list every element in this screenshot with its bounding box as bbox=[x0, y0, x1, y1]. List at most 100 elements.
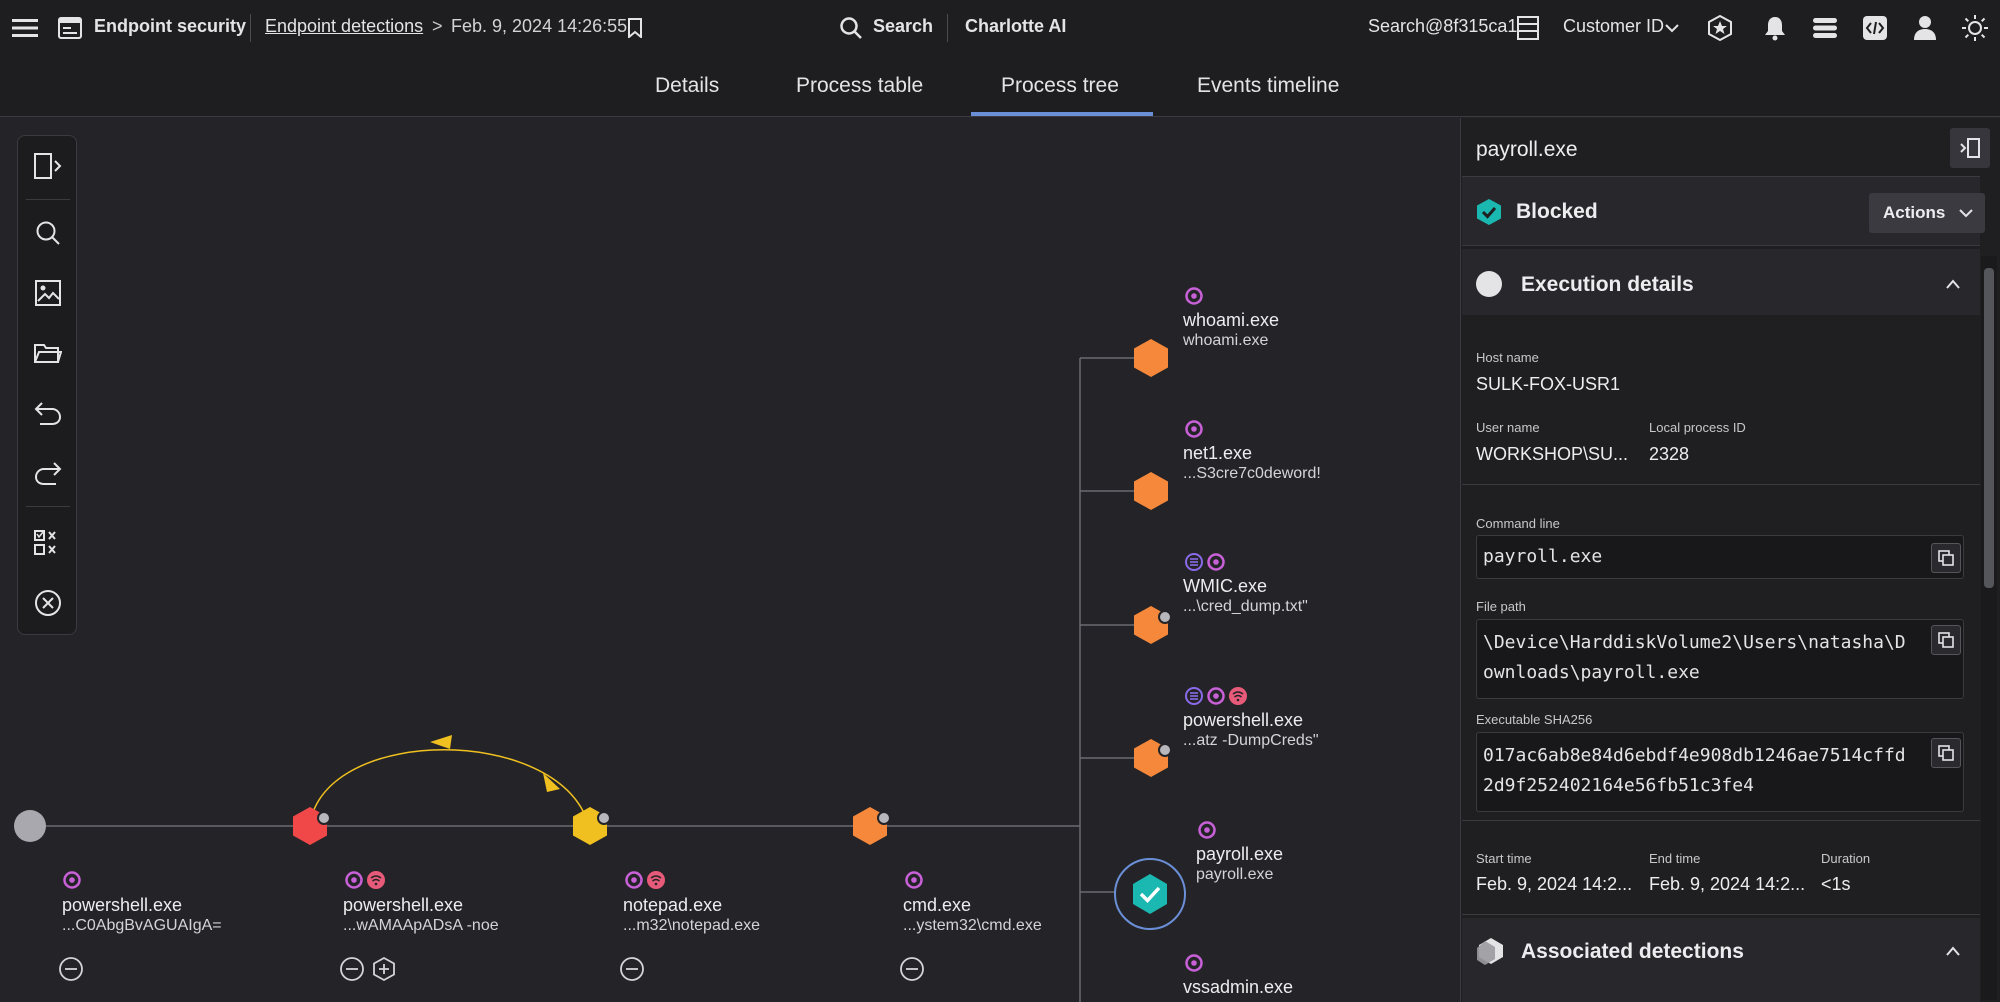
tab-process-tree[interactable]: Process tree bbox=[1001, 74, 1119, 97]
target-indicator-icon bbox=[1198, 821, 1216, 839]
workflow-icon[interactable] bbox=[1810, 13, 1840, 43]
blocked-status-icon bbox=[1477, 199, 1501, 225]
chevron-down-icon[interactable] bbox=[1663, 13, 1681, 43]
collapse-minus-icon[interactable] bbox=[339, 956, 365, 982]
execution-details-header[interactable] bbox=[1462, 249, 1980, 315]
node-name[interactable]: powershell.exe bbox=[62, 895, 183, 915]
end-time-label: End time bbox=[1649, 851, 1701, 866]
node-subtitle: ...\cred_dump.txt" bbox=[1183, 598, 1308, 615]
target-indicator-icon bbox=[1185, 420, 1203, 438]
node-name[interactable]: WMIC.exe bbox=[1183, 576, 1268, 596]
undo-icon[interactable] bbox=[31, 396, 65, 430]
collapse-panel-icon bbox=[1960, 138, 1980, 158]
breadcrumb-link[interactable]: Endpoint detections bbox=[265, 16, 424, 36]
status-label: Blocked bbox=[1516, 200, 1598, 223]
local-process-id-value: 2328 bbox=[1649, 444, 1690, 464]
payroll-process-node-selected[interactable] bbox=[1112, 856, 1188, 932]
top-bar: Endpoint security Endpoint detections > … bbox=[0, 0, 2000, 56]
node-name[interactable]: cmd.exe bbox=[903, 895, 972, 915]
start-time-value: Feb. 9, 2024 14:2... bbox=[1476, 874, 1633, 894]
copy-file-path-button[interactable] bbox=[1931, 625, 1961, 655]
bookmark-icon[interactable] bbox=[620, 13, 650, 43]
powershell-process-node[interactable] bbox=[288, 804, 332, 848]
tab-process-table[interactable]: Process table bbox=[796, 74, 924, 97]
collapse-minus-icon[interactable] bbox=[899, 956, 925, 982]
node-name[interactable]: powershell.exe bbox=[343, 895, 464, 915]
whoami-process-node[interactable] bbox=[1129, 336, 1173, 380]
copy-command-button[interactable] bbox=[1931, 543, 1961, 573]
tab-details[interactable]: Details bbox=[655, 74, 720, 97]
account-label[interactable]: Search@8f315ca1 bbox=[1368, 16, 1518, 36]
wmic-process-node[interactable] bbox=[1129, 603, 1173, 647]
notepad-process-node[interactable] bbox=[568, 804, 612, 848]
command-line-value[interactable]: payroll.exe bbox=[1476, 535, 1964, 579]
copy-sha256-button[interactable] bbox=[1931, 738, 1961, 768]
node-name[interactable]: powershell.exe bbox=[1183, 710, 1304, 730]
code-icon[interactable] bbox=[1860, 13, 1890, 43]
process-details-panel: payroll.exe Blocked Actions Execution de… bbox=[1460, 118, 2000, 1002]
image-export-icon[interactable] bbox=[31, 276, 65, 310]
target-indicator-icon bbox=[1185, 287, 1203, 305]
chevron-up-icon[interactable] bbox=[1945, 945, 1961, 957]
sha256-value[interactable]: 017ac6ab8e84d6ebdf4e908db1246ae7514cffd2… bbox=[1476, 732, 1964, 812]
hamburger-menu-icon[interactable] bbox=[10, 13, 40, 43]
theme-sun-icon[interactable] bbox=[1960, 13, 1990, 43]
cmd-process-node[interactable] bbox=[848, 804, 892, 848]
associated-detections-title: Associated detections bbox=[1521, 940, 1744, 963]
collapse-minus-icon[interactable] bbox=[619, 956, 645, 982]
node-name[interactable]: whoami.exe bbox=[1183, 310, 1280, 330]
execution-status-icon bbox=[1476, 271, 1502, 297]
target-indicator-icon bbox=[625, 871, 643, 889]
node-name[interactable]: vssadmin.exe bbox=[1183, 977, 1294, 997]
divider bbox=[1462, 176, 1980, 177]
redo-icon[interactable] bbox=[31, 456, 65, 490]
open-folder-icon[interactable] bbox=[31, 336, 65, 370]
user-profile-icon[interactable] bbox=[1910, 13, 1940, 43]
actions-button[interactable]: Actions bbox=[1869, 193, 1985, 233]
expand-panel-icon[interactable] bbox=[31, 149, 65, 183]
user-name-label: User name bbox=[1476, 420, 1540, 435]
node-name[interactable]: payroll.exe bbox=[1196, 844, 1284, 864]
file-path-label: File path bbox=[1476, 599, 1526, 614]
search-button[interactable]: Search bbox=[873, 16, 934, 36]
endpoint-security-icon bbox=[55, 13, 85, 43]
collapse-minus-icon[interactable] bbox=[58, 956, 84, 982]
node-name[interactable]: net1.exe bbox=[1183, 443, 1253, 463]
target-indicator-icon bbox=[1185, 954, 1203, 972]
badge-shield-icon[interactable] bbox=[1705, 13, 1735, 43]
powershell-child-process-node[interactable] bbox=[1129, 736, 1173, 780]
panel-title: payroll.exe bbox=[1476, 138, 1578, 161]
search-icon[interactable] bbox=[836, 13, 866, 43]
select-toggle-icon[interactable] bbox=[31, 526, 65, 560]
divider bbox=[1462, 245, 1980, 246]
process-tree-canvas[interactable]: powershell.exe ...C0AbgBvAGUAIgA= powers… bbox=[0, 118, 1460, 1002]
associated-detections-header[interactable] bbox=[1462, 918, 1980, 1002]
node-subtitle: payroll.exe bbox=[1196, 866, 1274, 883]
file-path-value[interactable]: \Device\HarddiskVolume2\Users\natasha\Do… bbox=[1476, 619, 1964, 699]
tab-bar: Details Process table Process tree Event… bbox=[0, 56, 2000, 117]
breadcrumb-date: Feb. 9, 2024 14:26:55 bbox=[451, 16, 628, 36]
host-name-value: SULK-FOX-USR1 bbox=[1476, 374, 1621, 394]
scrollbar-thumb[interactable] bbox=[1984, 268, 1994, 588]
app-title[interactable]: Endpoint security bbox=[94, 16, 247, 36]
detections-stack-icon bbox=[1477, 938, 1503, 965]
net1-process-node[interactable] bbox=[1129, 469, 1173, 513]
network-indicator-icon bbox=[647, 871, 665, 889]
grid-table-icon[interactable] bbox=[1513, 13, 1543, 43]
notification-bell-icon[interactable] bbox=[1760, 13, 1790, 43]
target-indicator-icon bbox=[1207, 687, 1225, 705]
chevron-up-icon[interactable] bbox=[1945, 278, 1961, 290]
charlotte-ai-button[interactable]: Charlotte AI bbox=[965, 16, 1067, 36]
close-circle-icon[interactable] bbox=[31, 586, 65, 620]
chevron-down-icon bbox=[1959, 209, 1973, 218]
node-subtitle: ...m32\notepad.exe bbox=[623, 917, 760, 934]
divider bbox=[947, 14, 948, 42]
zoom-search-icon[interactable] bbox=[31, 216, 65, 250]
tab-events-timeline[interactable]: Events timeline bbox=[1197, 74, 1340, 97]
sha256-label: Executable SHA256 bbox=[1476, 712, 1593, 727]
collapse-panel-button[interactable] bbox=[1950, 128, 1990, 168]
customer-id-dropdown[interactable]: Customer ID bbox=[1563, 16, 1665, 36]
root-process-node[interactable] bbox=[12, 808, 48, 844]
expand-plus-icon[interactable] bbox=[371, 956, 397, 982]
node-name[interactable]: notepad.exe bbox=[623, 895, 723, 915]
